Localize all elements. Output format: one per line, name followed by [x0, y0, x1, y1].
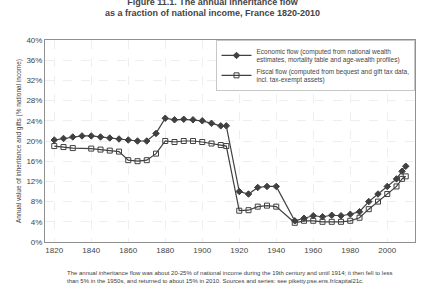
svg-text:1960: 1960	[304, 246, 322, 255]
svg-text:1980: 1980	[341, 246, 359, 255]
svg-text:1920: 1920	[230, 246, 248, 255]
svg-text:2000: 2000	[378, 246, 396, 255]
svg-text:8%: 8%	[31, 197, 43, 206]
svg-text:1940: 1940	[267, 246, 285, 255]
svg-text:1840: 1840	[82, 246, 100, 255]
svg-text:Figure 11.1. The annual inheri: Figure 11.1. The annual inheritance flow…	[105, 0, 320, 18]
svg-text:36%: 36%	[26, 56, 42, 65]
svg-text:24%: 24%	[26, 117, 42, 126]
svg-text:0%: 0%	[31, 238, 43, 247]
svg-text:16%: 16%	[26, 157, 42, 166]
svg-text:Economic flow (computed from n: Economic flow (computed from national we…	[257, 48, 400, 64]
svg-text:Fiscal flow (computed from beq: Fiscal flow (computed from bequest and g…	[257, 68, 410, 84]
svg-text:1900: 1900	[193, 246, 211, 255]
svg-text:The annual inheritance flow wa: The annual inheritance flow was about 20…	[67, 270, 393, 284]
svg-text:20%: 20%	[26, 137, 42, 146]
svg-text:12%: 12%	[26, 177, 42, 186]
svg-text:32%: 32%	[26, 76, 42, 85]
svg-text:Annual value of inheritance an: Annual value of inheritance and gifts (%…	[15, 59, 23, 223]
svg-text:40%: 40%	[26, 36, 42, 45]
svg-text:1820: 1820	[45, 246, 63, 255]
svg-text:28%: 28%	[26, 96, 42, 105]
svg-text:4%: 4%	[31, 218, 43, 227]
svg-text:1860: 1860	[119, 246, 137, 255]
svg-text:1880: 1880	[156, 246, 174, 255]
